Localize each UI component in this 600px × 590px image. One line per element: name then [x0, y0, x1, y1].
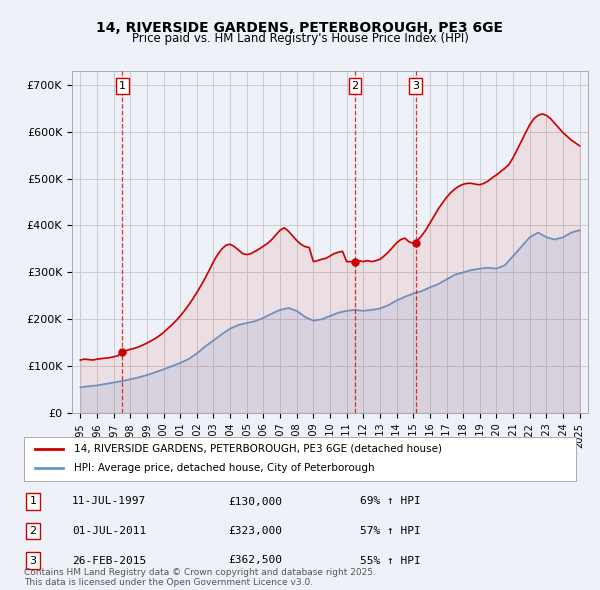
Text: 1: 1	[29, 497, 37, 506]
Text: 01-JUL-2011: 01-JUL-2011	[72, 526, 146, 536]
Text: 55% ↑ HPI: 55% ↑ HPI	[360, 556, 421, 565]
Text: 2: 2	[352, 81, 359, 91]
Text: 11-JUL-1997: 11-JUL-1997	[72, 497, 146, 506]
Text: 57% ↑ HPI: 57% ↑ HPI	[360, 526, 421, 536]
Text: 26-FEB-2015: 26-FEB-2015	[72, 556, 146, 565]
Text: £362,500: £362,500	[228, 556, 282, 565]
Text: 1: 1	[119, 81, 126, 91]
Text: £130,000: £130,000	[228, 497, 282, 506]
Text: Contains HM Land Registry data © Crown copyright and database right 2025.
This d: Contains HM Land Registry data © Crown c…	[24, 568, 376, 587]
Text: £323,000: £323,000	[228, 526, 282, 536]
Text: 14, RIVERSIDE GARDENS, PETERBOROUGH, PE3 6GE (detached house): 14, RIVERSIDE GARDENS, PETERBOROUGH, PE3…	[74, 444, 442, 454]
Text: Price paid vs. HM Land Registry's House Price Index (HPI): Price paid vs. HM Land Registry's House …	[131, 32, 469, 45]
Text: 2: 2	[29, 526, 37, 536]
Text: 69% ↑ HPI: 69% ↑ HPI	[360, 497, 421, 506]
Text: 14, RIVERSIDE GARDENS, PETERBOROUGH, PE3 6GE: 14, RIVERSIDE GARDENS, PETERBOROUGH, PE3…	[97, 21, 503, 35]
Text: 3: 3	[412, 81, 419, 91]
Text: HPI: Average price, detached house, City of Peterborough: HPI: Average price, detached house, City…	[74, 464, 374, 473]
Text: 3: 3	[29, 556, 37, 565]
